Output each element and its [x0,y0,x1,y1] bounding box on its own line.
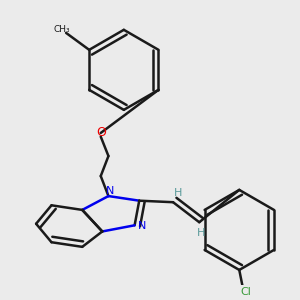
Text: N: N [138,221,146,231]
Text: O: O [96,126,106,140]
Text: CH₃: CH₃ [53,25,70,34]
Text: H: H [173,188,182,198]
Text: H: H [196,228,205,238]
Text: Cl: Cl [240,287,251,297]
Text: N: N [106,185,114,196]
